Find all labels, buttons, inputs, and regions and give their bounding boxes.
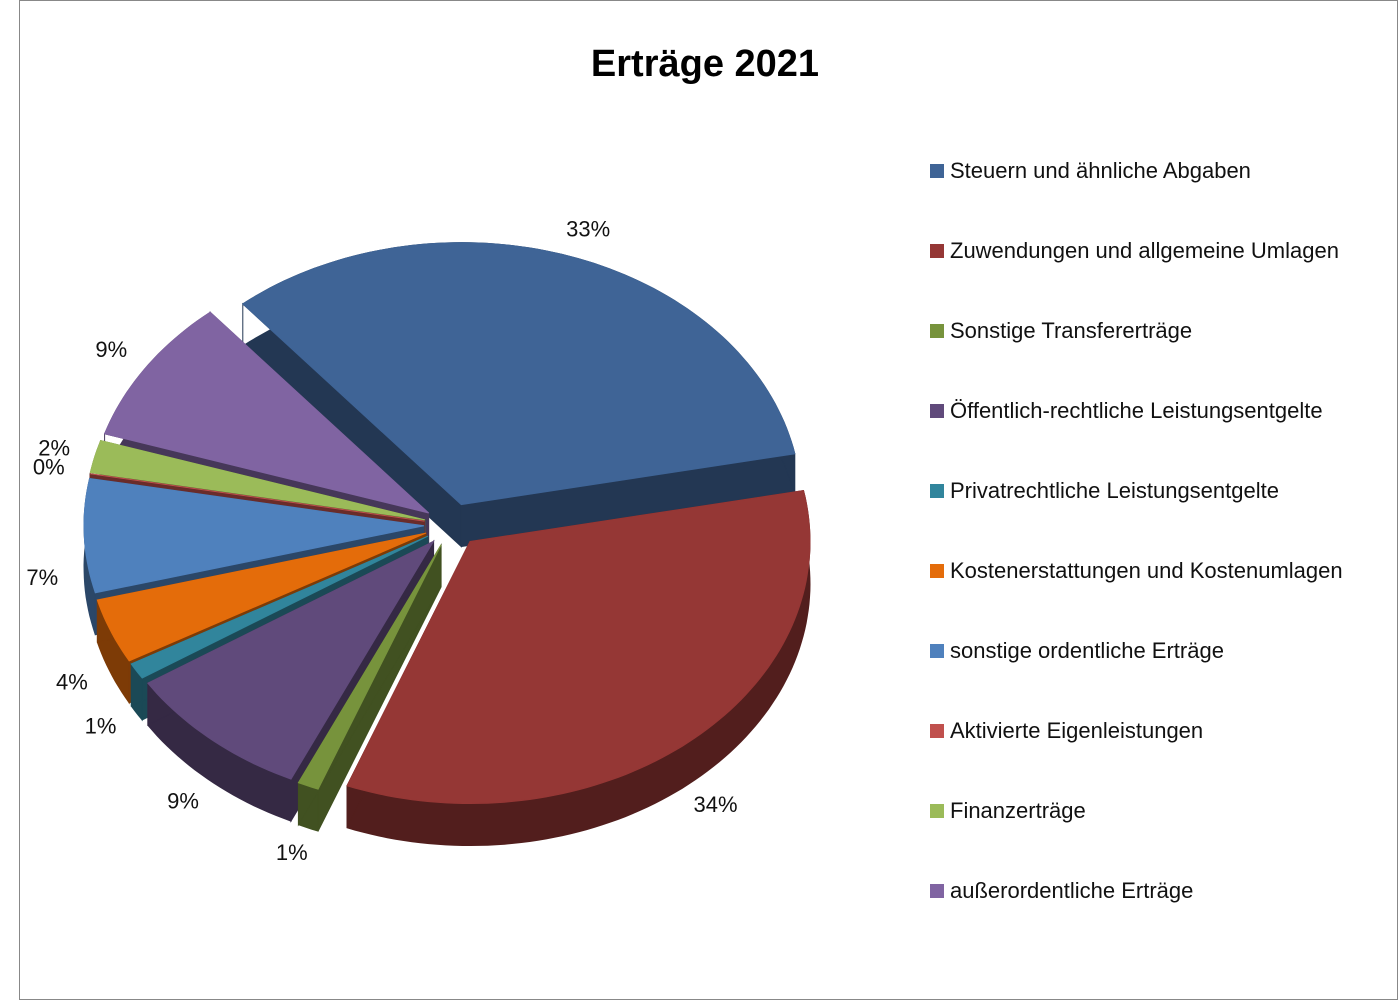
legend-item: sonstige ordentliche Erträge bbox=[930, 635, 1380, 715]
data-label: 34% bbox=[694, 792, 738, 817]
legend-swatch bbox=[930, 404, 944, 418]
slice bbox=[346, 490, 811, 804]
legend-swatch bbox=[930, 804, 944, 818]
slice bbox=[96, 532, 427, 662]
legend-swatch bbox=[930, 164, 944, 178]
legend-item: Öffentlich-rechtliche Leistungsentgelte bbox=[930, 395, 1380, 475]
slice bbox=[297, 544, 442, 790]
data-label: 9% bbox=[167, 788, 199, 813]
legend-item: Aktivierte Eigenleistungen bbox=[930, 715, 1380, 795]
slice bbox=[146, 540, 435, 780]
legend-swatch bbox=[930, 244, 944, 258]
legend-swatch bbox=[930, 484, 944, 498]
data-label: 7% bbox=[26, 565, 58, 590]
legend-item: außerordentliche Erträge bbox=[930, 875, 1380, 955]
slice bbox=[83, 477, 425, 594]
data-label: 9% bbox=[95, 337, 127, 362]
legend-swatch bbox=[930, 644, 944, 658]
legend-swatch bbox=[930, 884, 944, 898]
legend-swatch bbox=[930, 564, 944, 578]
legend-item: Steuern und ähnliche Abgaben bbox=[930, 155, 1380, 235]
chart-title: Erträge 2021 bbox=[591, 43, 819, 85]
legend-label: Finanzerträge bbox=[950, 798, 1086, 823]
legend-label: Kostenerstattungen und Kostenumlagen bbox=[950, 558, 1343, 583]
slice bbox=[89, 440, 425, 521]
slice bbox=[89, 473, 425, 522]
legend-item: Zuwendungen und allgemeine Umlagen bbox=[930, 235, 1380, 315]
legend-label: Aktivierte Eigenleistungen bbox=[950, 718, 1204, 743]
legend-swatch bbox=[930, 324, 944, 338]
legend-label: sonstige ordentliche Erträge bbox=[950, 638, 1224, 663]
data-label: 2% bbox=[38, 435, 70, 460]
data-label: 1% bbox=[85, 714, 117, 739]
data-label: 0% bbox=[33, 454, 65, 479]
legend-item: Privatrechtliche Leistungsentgelte bbox=[930, 475, 1380, 555]
legend-label: Steuern und ähnliche Abgaben bbox=[950, 158, 1251, 183]
legend-item: Finanzerträge bbox=[930, 795, 1380, 875]
legend-item: Kostenerstattungen und Kostenumlagen bbox=[930, 555, 1380, 635]
legend-swatch bbox=[930, 724, 944, 738]
legend-label: außerordentliche Erträge bbox=[950, 878, 1194, 903]
legend-label: Zuwendungen und allgemeine Umlagen bbox=[950, 238, 1339, 263]
data-label: 1% bbox=[276, 840, 308, 865]
legend-label: Öffentlich-rechtliche Leistungsentgelte bbox=[950, 398, 1323, 423]
data-label: 33% bbox=[566, 217, 610, 242]
slice bbox=[241, 242, 796, 506]
legend-label: Privatrechtliche Leistungsentgelte bbox=[950, 478, 1279, 503]
slice bbox=[103, 311, 430, 514]
legend-item: Sonstige Transfererträge bbox=[930, 315, 1380, 395]
slice bbox=[130, 535, 429, 679]
data-label: 4% bbox=[56, 670, 88, 695]
legend-label: Sonstige Transfererträge bbox=[950, 318, 1193, 343]
legend: Steuern und ähnliche Abgaben Zuwendungen … bbox=[930, 155, 1380, 955]
